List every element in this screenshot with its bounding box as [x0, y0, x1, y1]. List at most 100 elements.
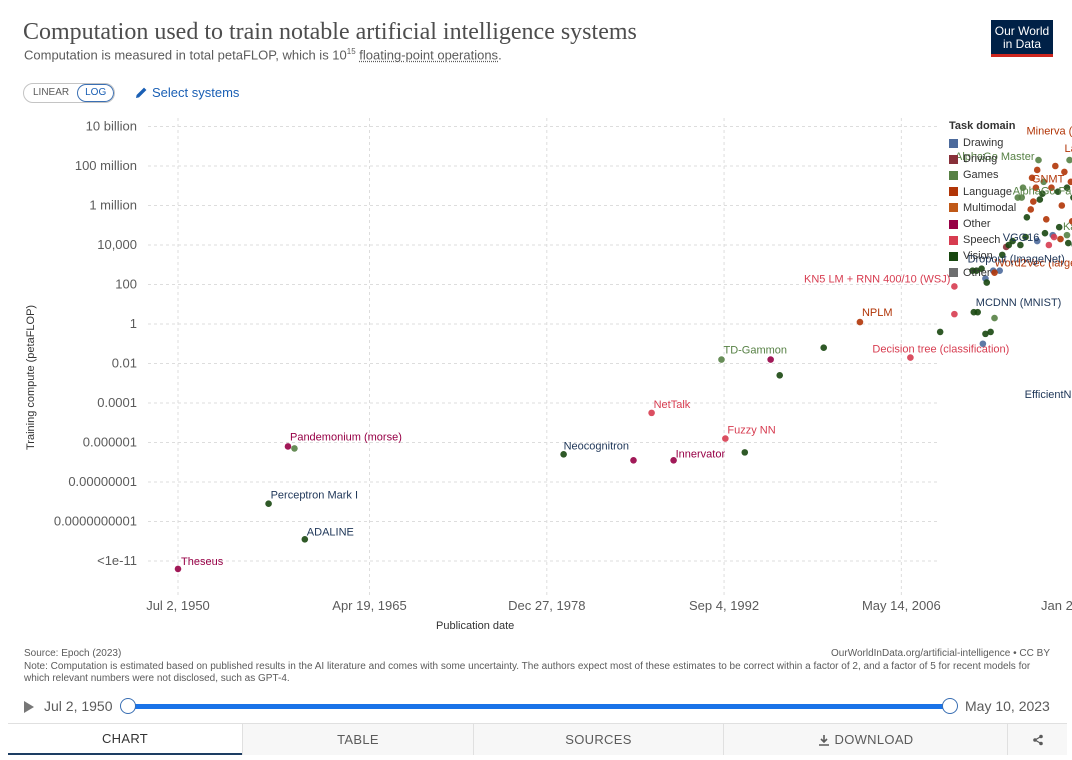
data-point: [1048, 184, 1055, 192]
data-point: [1050, 233, 1058, 241]
x-tick-label: Jan 21, 2020: [1041, 598, 1072, 613]
owid-logo[interactable]: Our World in Data: [991, 20, 1053, 57]
data-point: [951, 310, 958, 318]
point-label: TD-Gammon: [723, 345, 787, 357]
share-button[interactable]: [1007, 724, 1067, 755]
point-label: Dropout (ImageNet): [968, 254, 1065, 266]
data-point: [987, 328, 994, 336]
legend-item[interactable]: Speech: [949, 232, 1016, 248]
point-label: Pandemonium (morse): [290, 431, 402, 443]
tab-download[interactable]: DOWNLOAD: [723, 724, 1007, 755]
y-tick-label: 0.000001: [83, 435, 137, 450]
legend-swatch: [949, 203, 958, 213]
data-point: [1022, 233, 1029, 241]
data-point: [983, 279, 991, 286]
data-point-labeled: [856, 318, 864, 326]
data-point-labeled: [1063, 231, 1071, 239]
source-text[interactable]: Source: Epoch (2023): [24, 648, 122, 659]
point-label: Word2Vec (large): [995, 258, 1072, 270]
subtitle-exponent: 15: [346, 47, 356, 56]
data-point: [1019, 184, 1027, 192]
data-point: [1040, 178, 1047, 186]
data-points: [174, 156, 1072, 573]
data-point: [1054, 188, 1062, 195]
subtitle-text: Computation is measured in total petaFLO…: [24, 47, 347, 63]
data-point-labeled: [1018, 194, 1025, 201]
tab-chart[interactable]: CHART: [8, 724, 242, 755]
credit-link[interactable]: OurWorldInData.org/artificial-intelligen…: [831, 648, 1050, 659]
data-point-labeled: [1032, 184, 1040, 192]
pencil-icon: [136, 87, 147, 98]
timeline-start-handle[interactable]: [120, 698, 136, 714]
legend-item[interactable]: Other: [949, 216, 1016, 232]
data-point: [1066, 156, 1072, 164]
y-tick-label: 1: [130, 316, 137, 331]
data-point-labeled: [951, 283, 958, 290]
select-systems-label: Select systems: [152, 85, 240, 100]
timeline-start-label: Jul 2, 1950: [44, 698, 113, 714]
point-label: Perceptron Mark I: [271, 490, 358, 502]
legend-item[interactable]: Language: [949, 184, 1016, 200]
legend-item[interactable]: Drawing: [949, 135, 1016, 151]
tab-table-label: TABLE: [337, 732, 379, 747]
scale-toggle: LINEAR LOG: [23, 83, 116, 103]
linear-scale-button[interactable]: LINEAR: [33, 87, 70, 98]
point-label: Fuzzy NN: [727, 425, 775, 437]
legend-swatch: [949, 170, 958, 180]
point-label: Decision tree (classification): [872, 344, 1009, 356]
legend-swatch: [949, 138, 958, 148]
data-point: [1067, 178, 1072, 186]
legend-swatch: [949, 154, 958, 164]
data-point-labeled: [560, 451, 567, 458]
data-point: [973, 267, 980, 274]
data-point: [767, 356, 774, 363]
data-point: [1064, 239, 1072, 247]
y-axis-title: Training compute (petaFLOP): [25, 304, 37, 450]
legend-swatch: [949, 251, 958, 261]
data-point: [1036, 196, 1044, 203]
data-point: [982, 330, 989, 338]
y-tick-label: 10,000: [97, 237, 137, 252]
legend-swatch: [949, 187, 958, 197]
tab-table[interactable]: TABLE: [242, 724, 473, 755]
timeline-track[interactable]: [127, 704, 950, 709]
y-tick-label: 1 million: [89, 198, 137, 213]
data-point: [1017, 241, 1024, 249]
data-point: [291, 445, 298, 452]
download-icon: [818, 734, 830, 746]
legend-item[interactable]: Multimodal: [949, 200, 1016, 216]
point-label: ADALINE: [307, 526, 354, 538]
data-point: [1042, 216, 1050, 223]
legend-item[interactable]: Vision: [949, 248, 1016, 264]
y-tick-label: 0.0001: [97, 395, 137, 410]
point-label: AlphaGo Master: [955, 151, 1035, 163]
data-point: [1041, 229, 1049, 237]
timeline-end-handle[interactable]: [942, 698, 958, 714]
y-tick-label: 0.0000000001: [54, 514, 137, 529]
legend-swatch: [949, 268, 958, 278]
legend-title: Task domain: [949, 120, 1016, 132]
legend-item[interactable]: Other: [949, 265, 1016, 281]
data-point-labeled: [174, 565, 182, 573]
play-icon[interactable]: [24, 701, 34, 713]
data-point: [1045, 241, 1053, 249]
tab-sources[interactable]: SOURCES: [473, 724, 723, 755]
data-point: [998, 251, 1006, 259]
chart-subtitle: Computation is measured in total petaFLO…: [24, 47, 502, 62]
legend-label: Multimodal: [963, 201, 1017, 214]
floating-point-link[interactable]: floating-point operations: [359, 47, 499, 63]
log-scale-button[interactable]: LOG: [77, 84, 115, 102]
x-tick-label: May 14, 2006: [862, 598, 941, 613]
legend-item[interactable]: Games: [949, 167, 1016, 183]
legend-item[interactable]: Driving: [949, 151, 1016, 167]
data-point: [1039, 190, 1046, 197]
legend-label: Other: [963, 218, 991, 231]
y-axis-ticks: <1e-11 0.0000000001 0.00000001 0.000001 0.00…: [54, 119, 137, 569]
x-tick-label: Jul 2, 1950: [146, 598, 210, 613]
y-tick-label: <1e-11: [97, 553, 137, 568]
tab-bar: CHART TABLE SOURCES DOWNLOAD: [8, 723, 1067, 755]
select-systems-button[interactable]: Select systems: [135, 85, 239, 100]
point-label: Neocognitron: [564, 440, 629, 452]
y-tick-label: 100: [115, 277, 137, 292]
data-point-labeled: [301, 535, 309, 543]
